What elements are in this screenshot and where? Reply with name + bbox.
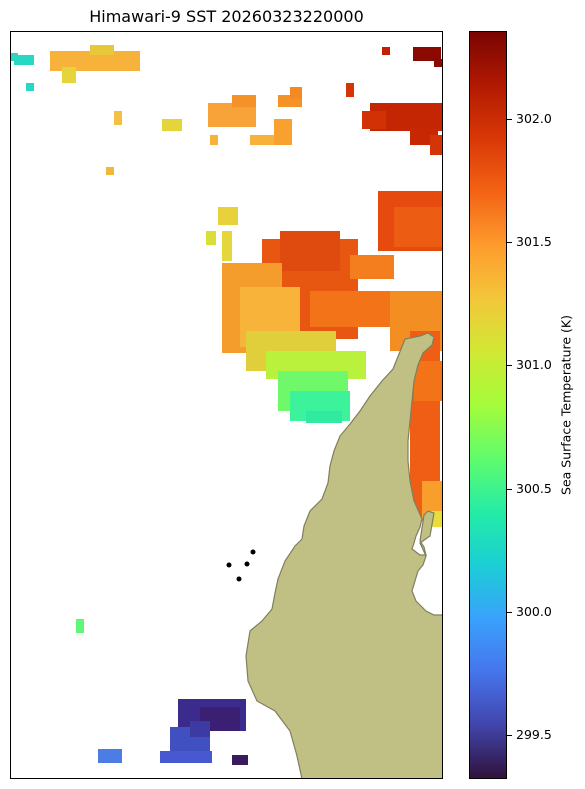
sst-pixel-patch bbox=[190, 721, 210, 737]
colorbar-tick-label: 301.5 bbox=[516, 234, 552, 249]
colorbar-tick bbox=[507, 242, 512, 243]
sst-pixel-patch bbox=[14, 55, 34, 65]
colorbar-tick-label: 300.5 bbox=[516, 481, 552, 496]
sst-pixel-patch bbox=[210, 135, 218, 145]
sst-pixel-patch bbox=[362, 111, 386, 129]
colorbar bbox=[469, 31, 507, 779]
sst-pixel-patch bbox=[350, 255, 394, 279]
sst-pixel-patch bbox=[306, 411, 342, 423]
sst-pixel-patch bbox=[206, 231, 216, 245]
sst-pixel-patch bbox=[10, 53, 18, 61]
colorbar-tick bbox=[507, 119, 512, 120]
colorbar-axis-label: Sea Surface Temperature (K) bbox=[558, 315, 574, 495]
sst-pixel-patch bbox=[98, 749, 122, 763]
station-marker bbox=[244, 561, 250, 567]
colorbar-tick bbox=[507, 365, 512, 366]
sst-pixel-patch bbox=[232, 95, 256, 107]
sst-pixel-patch bbox=[414, 361, 442, 401]
sst-pixel-patch bbox=[274, 119, 292, 145]
sst-pixel-patch bbox=[250, 135, 274, 145]
colorbar-tick bbox=[507, 489, 512, 490]
sst-pixel-patch bbox=[160, 751, 212, 763]
sst-pixel-patch bbox=[430, 135, 442, 155]
colorbar-tick-label: 300.0 bbox=[516, 604, 552, 619]
sst-pixel-patch bbox=[394, 207, 442, 247]
sst-pixel-patch bbox=[114, 111, 122, 125]
land-peninsula bbox=[245, 332, 443, 779]
colorbar-tick-label: 302.0 bbox=[516, 111, 552, 126]
sst-pixel-patch bbox=[382, 47, 390, 55]
sst-pixel-patch bbox=[62, 67, 76, 83]
sst-pixel-patch bbox=[106, 167, 114, 175]
sst-pixel-patch bbox=[222, 231, 232, 261]
station-marker bbox=[226, 562, 232, 568]
sst-pixel-patch bbox=[50, 51, 140, 71]
sst-pixel-patch bbox=[232, 755, 248, 765]
sst-pixel-patch bbox=[280, 231, 340, 271]
sst-pixel-patch bbox=[162, 119, 182, 131]
colorbar-tick-label: 301.0 bbox=[516, 357, 552, 372]
sst-pixel-patch bbox=[434, 59, 442, 67]
sst-pixel-patch bbox=[290, 87, 302, 99]
sst-pixel-patch bbox=[90, 45, 114, 55]
map-border bbox=[10, 31, 443, 779]
colorbar-tick-label: 299.5 bbox=[516, 727, 552, 742]
map-title: Himawari-9 SST 20260323220000 bbox=[89, 7, 364, 26]
sst-pixel-patch bbox=[76, 619, 84, 633]
station-marker bbox=[250, 549, 256, 555]
colorbar-tick bbox=[507, 612, 512, 613]
sst-pixel-patch bbox=[413, 47, 441, 61]
colorbar-tick bbox=[507, 735, 512, 736]
station-marker bbox=[236, 576, 242, 582]
sst-pixel-layer bbox=[10, 45, 442, 765]
sst-pixel-patch bbox=[346, 83, 354, 97]
sst-pixel-patch bbox=[218, 207, 238, 225]
sst-pixel-patch bbox=[26, 83, 34, 91]
map-panel bbox=[10, 31, 443, 779]
